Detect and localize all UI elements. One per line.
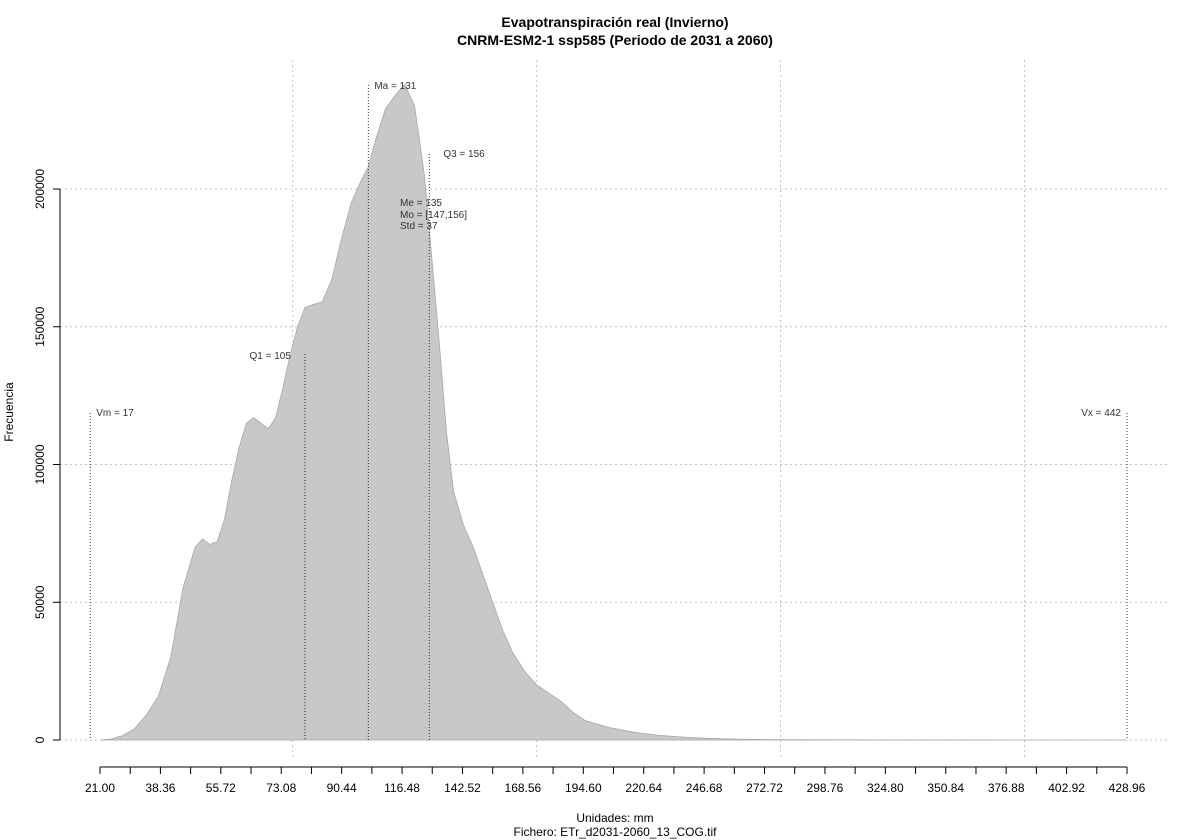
x-tick-label: 350.84 [927,781,964,795]
ma-label: Ma = 131 [374,81,416,92]
x-tick-label: 55.72 [206,781,236,795]
me-label: Me = 135 [400,198,442,209]
y-axis: 0 50000 100000 150000 200000 [33,169,61,743]
x-tick-label: 428.96 [1109,781,1146,795]
y-tick-label: 200000 [33,169,47,209]
std-label: Std = 37 [400,221,438,232]
vm-label: Vm = 17 [96,408,134,419]
vx-label: Vx = 442 [1081,408,1121,419]
chart-subtitle: CNRM-ESM2-1 ssp585 (Periodo de 2031 a 20… [457,32,773,48]
y-tick-label: 100000 [33,444,47,484]
x-tick-label: 376.88 [988,781,1025,795]
x-tick-label: 324.80 [867,781,904,795]
x-tick-label: 272.72 [746,781,783,795]
mo-label: Mo = [147,156] [400,210,467,221]
y-tick-label: 50000 [33,585,47,619]
x-tick-label: 298.76 [807,781,844,795]
x-tick-label: 21.00 [85,781,115,795]
q3-label: Q3 = 156 [443,149,485,160]
density-area [99,83,1127,741]
stat-lines [89,85,1128,740]
x-tick-label: 116.48 [384,781,420,795]
x-tick-label: 246.68 [686,781,723,795]
x-tick-label: 402.92 [1048,781,1085,795]
x-tick-label: 73.08 [266,781,296,795]
x-tick-label: 90.44 [327,781,357,795]
chart-title: Evapotranspiración real (Invierno) [501,14,729,30]
x-tick-label: 168.56 [505,781,542,795]
y-tick-label: 150000 [33,306,47,346]
x-axis: 21.00 38.36 55.72 73.08 90.44 116.48 142.52 168… [85,766,1146,795]
x-tick-label: 38.36 [145,781,175,795]
x-tick-label: 220.64 [625,781,662,795]
q1-label: Q1 = 105 [249,351,291,362]
x-axis-label: Unidades: mm [576,811,654,825]
x-tick-label: 142.52 [444,781,481,795]
file-label: Fichero: ETr_d2031-2060_13_COG.tif [513,825,717,839]
y-tick-label: 0 [33,736,47,743]
stat-annotations: Vm = 17 Q1 = 105 Ma = 131 Q3 = 156 Me = 135M… [96,81,1121,419]
grid [60,60,1170,760]
x-tick-label: 194.60 [565,781,602,795]
